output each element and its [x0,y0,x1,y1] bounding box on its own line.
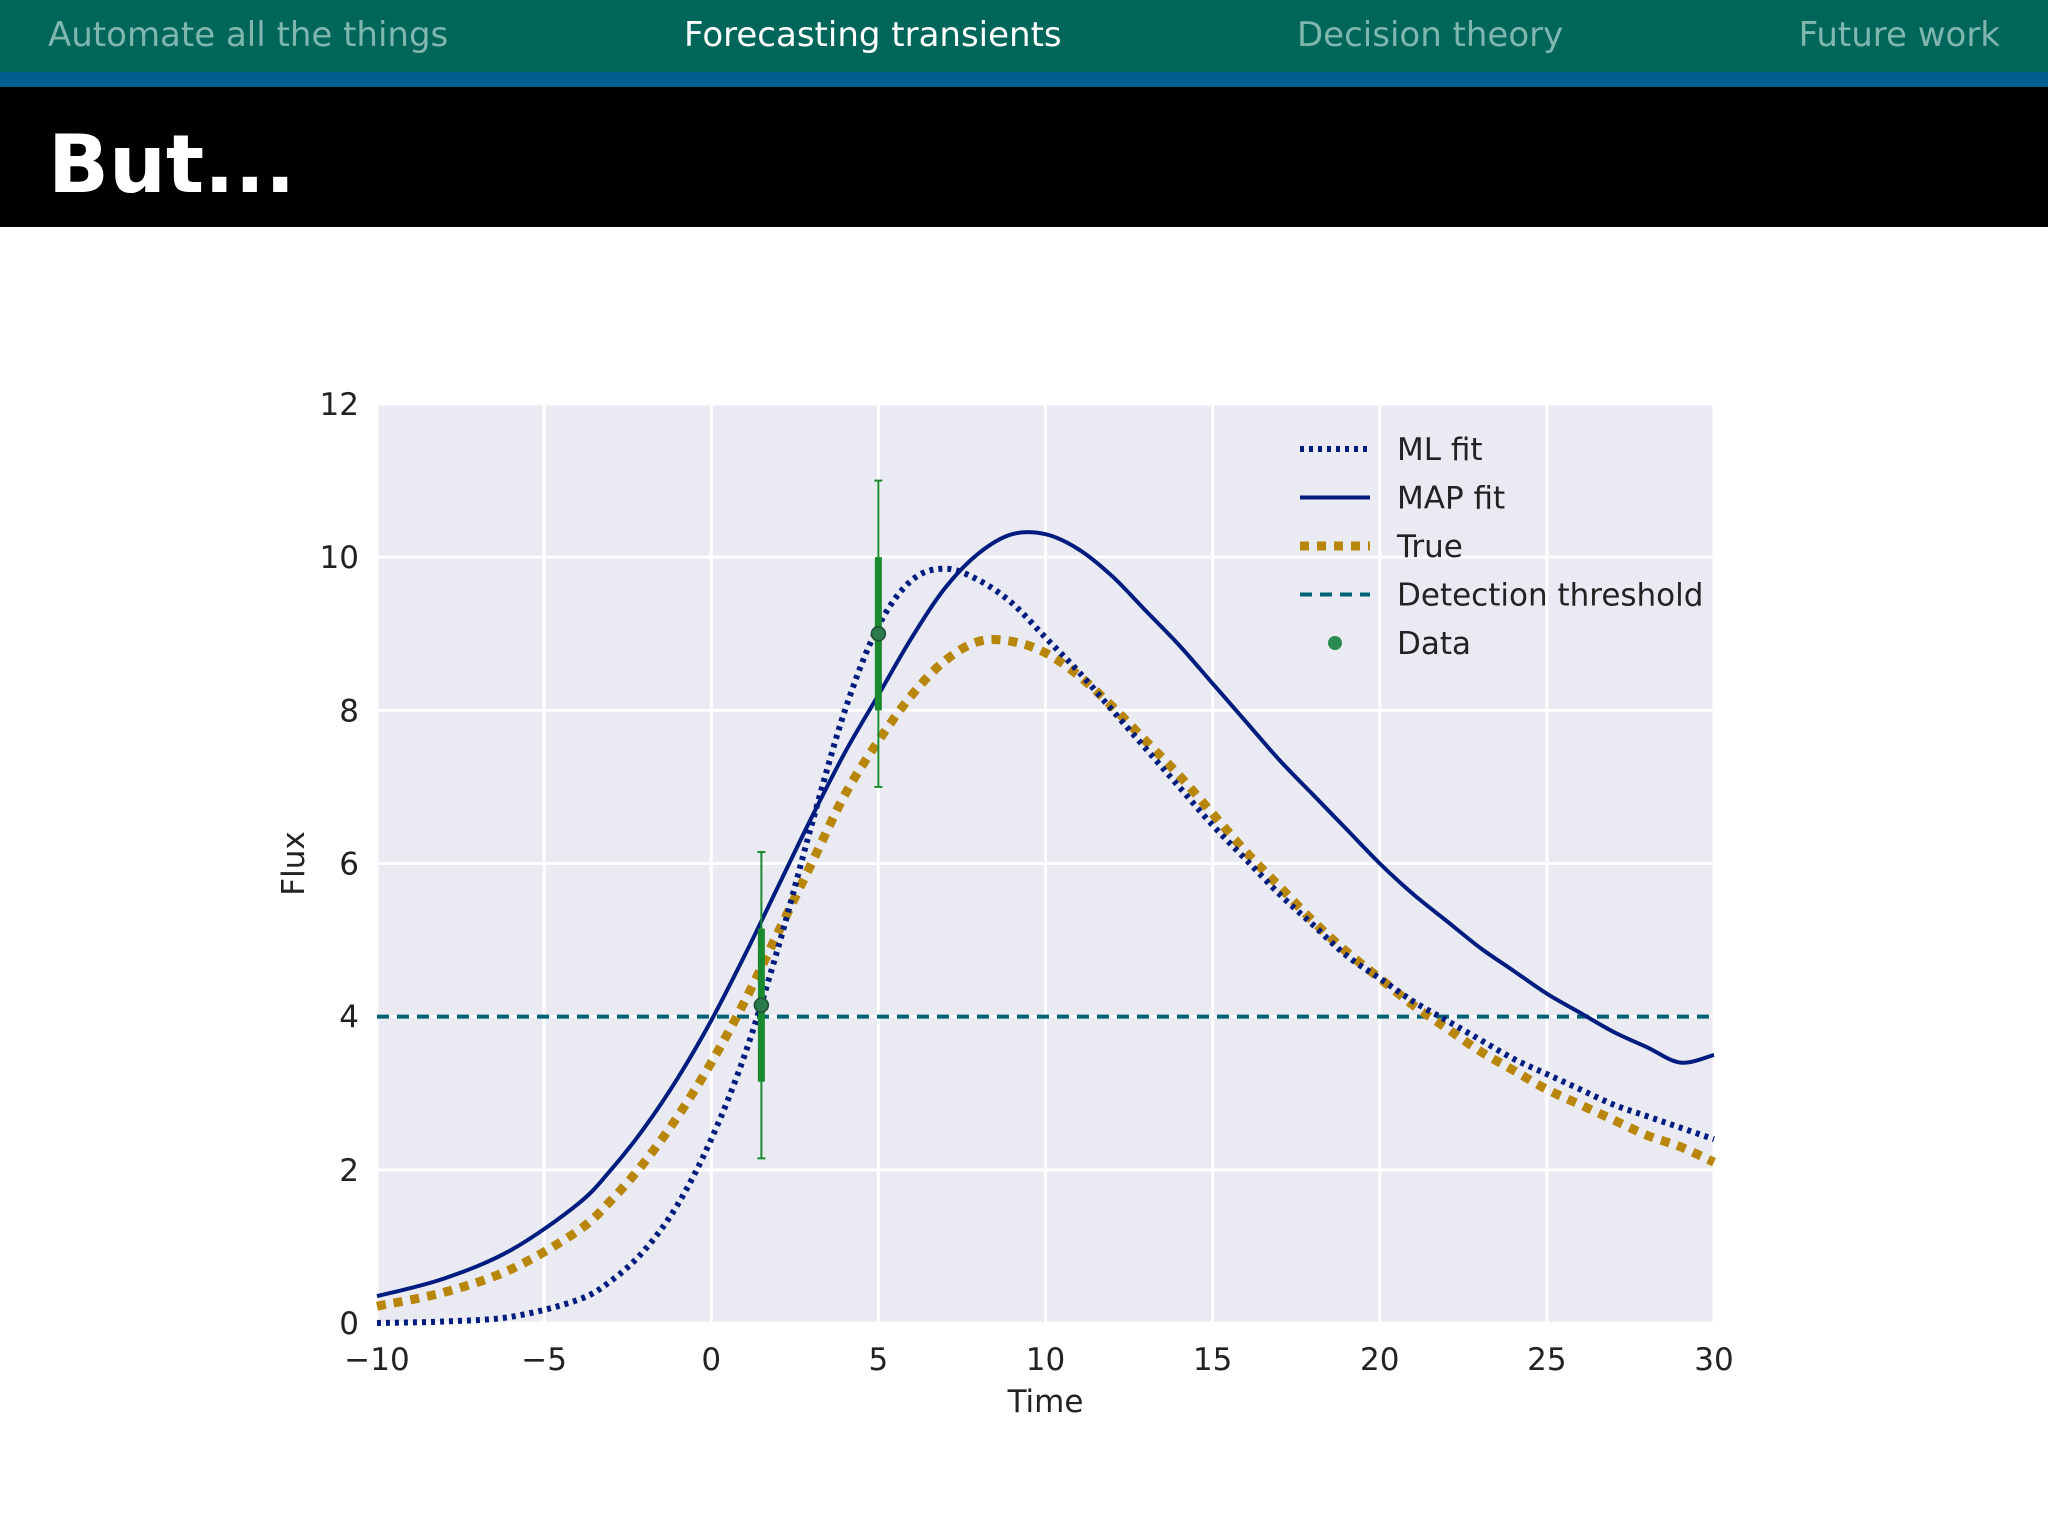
x-tick-label: 20 [1360,1342,1399,1378]
y-tick-labels: 0 2 4 6 8 10 12 [320,387,359,1342]
series-line-map-fit [376,530,1715,1299]
y-tick-label: 4 [339,1000,359,1036]
y-tick-label: 10 [320,540,359,576]
title-bar: But... [0,87,2048,227]
y-tick-label: 8 [339,693,359,729]
x-tick-label: 0 [701,1342,721,1378]
data-points-layer [753,479,887,1160]
legend-label-data: Data [1397,626,1471,662]
y-tick-label: 6 [339,847,359,883]
data-point [753,997,770,1013]
legend-label-ml-fit: ML fit [1397,432,1483,468]
x-tick-label: 10 [1026,1342,1065,1378]
slide-title: But... [48,118,296,211]
legend-label-detection-threshold: Detection threshold [1397,578,1703,614]
legend-swatch-data [1328,636,1342,650]
x-tick-label: 25 [1527,1342,1566,1378]
series-layer [376,530,1716,1326]
y-tick-label: 0 [339,1306,359,1342]
x-axis-label: Time [1007,1384,1084,1420]
x-tick-label: 5 [869,1342,889,1378]
nav-item-decision-theory[interactable]: Decision theory [1297,15,1564,55]
y-tick-label: 12 [320,387,359,423]
y-axis-label: Flux [276,831,312,895]
legend-label-map-fit: MAP fit [1397,481,1505,517]
nav-item-forecasting[interactable]: Forecasting transients [684,15,1062,55]
x-tick-labels: −10 −5 0 5 10 15 20 25 30 [344,1342,1733,1378]
data-point [870,626,887,642]
x-tick-label: 15 [1193,1342,1232,1378]
nav-item-future-work[interactable]: Future work [1798,15,2000,55]
y-tick-label: 2 [339,1153,359,1189]
x-tick-label: −10 [344,1342,409,1378]
x-tick-label: 30 [1694,1342,1733,1378]
legend-label-true: True [1396,529,1463,565]
nav-accent-stripe [0,72,2048,87]
nav-item-automate[interactable]: Automate all the things [48,15,449,55]
series-line-ml-fit [376,565,1715,1326]
top-navigation: Automate all the things Forecasting tran… [0,0,2048,72]
x-tick-label: −5 [521,1342,567,1378]
chart-legend: ML fit MAP fit True Detection threshold Data [1300,432,1703,662]
